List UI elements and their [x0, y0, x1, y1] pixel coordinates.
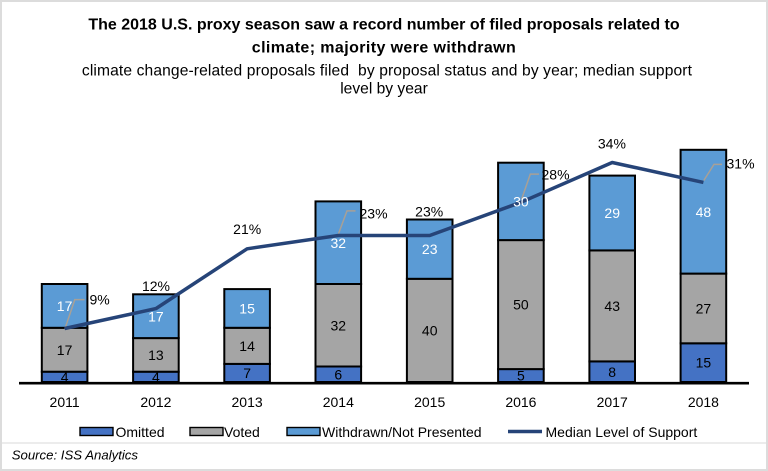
svg-text:2015: 2015 [414, 394, 445, 410]
svg-text:2014: 2014 [323, 394, 354, 410]
svg-text:Voted: Voted [224, 424, 260, 440]
svg-text:34%: 34% [598, 135, 626, 151]
svg-text:4: 4 [61, 369, 69, 385]
svg-text:Source: ISS Analytics: Source: ISS Analytics [12, 448, 139, 463]
svg-text:48: 48 [696, 204, 712, 220]
svg-text:The 2018 U.S. proxy season saw: The 2018 U.S. proxy season saw a record … [88, 17, 680, 34]
svg-text:2018: 2018 [688, 394, 719, 410]
svg-text:15: 15 [239, 301, 255, 317]
svg-text:31%: 31% [727, 156, 755, 172]
svg-text:15: 15 [696, 355, 712, 371]
svg-text:29: 29 [604, 205, 620, 221]
svg-text:2017: 2017 [597, 394, 628, 410]
svg-text:40: 40 [422, 323, 438, 339]
svg-text:6: 6 [334, 366, 342, 382]
svg-text:17: 17 [57, 342, 73, 358]
svg-text:climate change-related proposa: climate change-related proposals filed b… [82, 63, 693, 80]
svg-text:27: 27 [696, 301, 712, 317]
svg-text:2016: 2016 [505, 394, 536, 410]
svg-text:4: 4 [152, 369, 160, 385]
svg-text:17: 17 [148, 308, 164, 324]
svg-text:5: 5 [517, 368, 525, 384]
svg-text:8: 8 [608, 364, 616, 380]
svg-text:14: 14 [239, 338, 255, 354]
svg-text:7: 7 [243, 365, 251, 381]
svg-text:9%: 9% [90, 292, 110, 308]
svg-text:Omitted: Omitted [116, 424, 165, 440]
svg-text:28%: 28% [542, 167, 570, 183]
svg-text:2012: 2012 [140, 394, 171, 410]
svg-text:17: 17 [57, 298, 73, 314]
svg-text:43: 43 [604, 298, 620, 314]
svg-text:23%: 23% [360, 206, 388, 222]
svg-text:Withdrawn/Not Presented: Withdrawn/Not Presented [322, 424, 482, 440]
svg-text:23: 23 [422, 241, 438, 257]
svg-text:level by year: level by year [340, 81, 428, 98]
svg-text:30: 30 [513, 194, 529, 210]
svg-text:climate; majority were withdra: climate; majority were withdrawn [252, 39, 516, 56]
svg-text:2011: 2011 [50, 394, 80, 410]
svg-text:50: 50 [513, 297, 529, 313]
svg-text:21%: 21% [233, 221, 261, 237]
svg-text:2013: 2013 [232, 394, 263, 410]
svg-text:32: 32 [331, 235, 347, 251]
svg-text:13: 13 [148, 347, 164, 363]
svg-text:Median Level of Support: Median Level of Support [546, 424, 698, 440]
svg-text:32: 32 [331, 317, 347, 333]
svg-text:23%: 23% [415, 204, 443, 220]
svg-text:12%: 12% [142, 278, 170, 294]
